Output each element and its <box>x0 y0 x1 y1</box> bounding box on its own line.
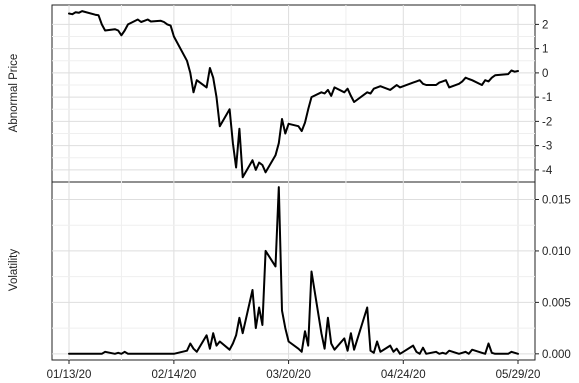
x-tick-label: 04/24/20 <box>381 369 426 381</box>
price-y-tick-label: -2 <box>542 116 552 128</box>
volatility-line <box>68 186 519 355</box>
price-y-tick-label: -1 <box>542 92 552 104</box>
bottom-panel-y-ticks: 0.015 0.010 0.005 0.000 <box>535 194 571 361</box>
x-tick-label: 05/29/20 <box>496 369 541 381</box>
volatility-y-tick-label: 0.010 <box>542 246 571 258</box>
x-axis-ticks: 01/13/20 02/14/20 03/20/20 04/24/20 05/29/20 <box>47 360 541 381</box>
abnormal-price-series <box>68 10 519 179</box>
abnormal-price-line <box>68 10 519 179</box>
price-y-tick-label: -3 <box>542 141 552 153</box>
volatility-y-tick-label: 0.015 <box>542 194 571 206</box>
top-panel-y-ticks: 2 1 0 -1 -2 -3 -4 <box>535 19 553 177</box>
top-panel-gridlines <box>52 5 535 182</box>
volatility-y-tick-label: 0.000 <box>542 349 571 361</box>
price-y-tick-label: -4 <box>542 165 553 177</box>
top-y-axis-title: Abnormal Price <box>8 54 20 133</box>
price-y-tick-label: 0 <box>542 68 548 80</box>
volatility-y-tick-label: 0.005 <box>542 297 571 309</box>
x-tick-label: 02/14/20 <box>151 369 196 381</box>
bottom-y-axis-title: Volatility <box>8 249 20 291</box>
volatility-series <box>68 186 519 355</box>
bottom-panel-gridlines <box>52 182 535 360</box>
price-y-tick-label: 2 <box>542 19 548 31</box>
x-tick-label: 03/20/20 <box>266 369 311 381</box>
price-y-tick-label: 1 <box>542 44 548 56</box>
x-tick-label: 01/13/20 <box>47 369 92 381</box>
